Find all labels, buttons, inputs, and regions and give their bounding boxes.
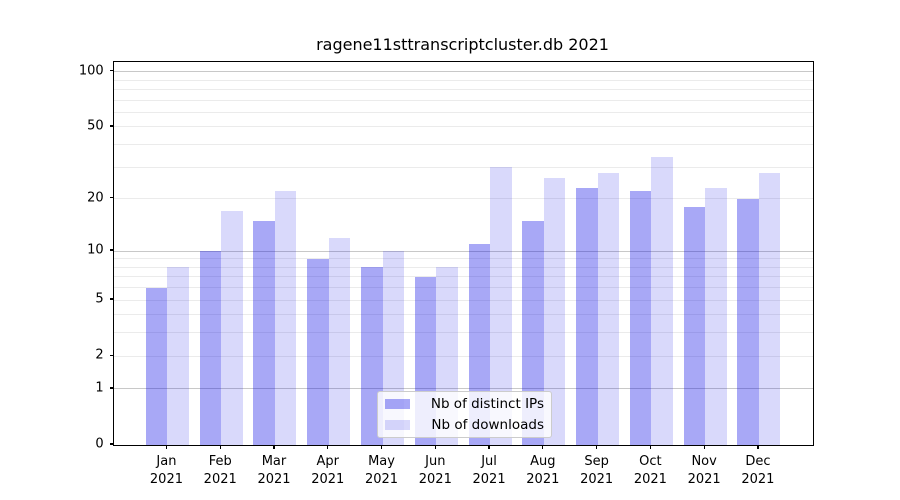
legend-swatch-distinct-ips <box>385 398 410 409</box>
y-tick-label-100: 100 <box>78 63 104 79</box>
bar-downloads-feb <box>221 211 243 445</box>
bar-downloads-sep <box>597 172 620 445</box>
major-gridline-100 <box>113 71 813 73</box>
legend-row-distinct-ips: Nb of distinct IPs <box>385 396 544 412</box>
minor-gridline-20 <box>113 198 813 200</box>
x-tick-label-mar: Mar 2021 <box>257 454 291 488</box>
x-tick-apr <box>327 445 329 450</box>
y-tick-label-2: 2 <box>95 347 104 363</box>
x-tick-aug <box>542 445 544 450</box>
y-tick-label-1: 1 <box>95 380 104 396</box>
minor-gridline-60 <box>113 111 813 113</box>
bar-downloads-aug <box>543 178 566 445</box>
y-tick-2 <box>109 354 114 356</box>
minor-gridline-8 <box>113 266 813 268</box>
legend-swatch-downloads <box>385 419 410 430</box>
legend-label-distinct-ips: Nb of distinct IPs <box>430 395 544 412</box>
y-tick-label-5: 5 <box>95 291 104 307</box>
y-tick-100 <box>109 70 114 72</box>
bar-distinct-ips-oct <box>629 191 652 445</box>
y-tick-10 <box>109 249 114 251</box>
gridlines-layer <box>113 62 813 445</box>
y-tick-5 <box>109 298 114 300</box>
y-tick-label-0: 0 <box>95 436 104 452</box>
y-tick-20 <box>109 197 114 199</box>
bar-distinct-ips-feb <box>199 251 222 445</box>
bar-distinct-ips-apr <box>307 258 329 445</box>
major-gridline-1 <box>113 388 813 390</box>
bar-distinct-ips-nov <box>683 206 706 445</box>
y-tick-50 <box>109 125 114 127</box>
plot-area <box>112 61 814 446</box>
x-tick-label-jan: Jan 2021 <box>149 454 183 488</box>
x-axis: Jan 2021 Feb 2021 Mar 2021 Apr 2021 May 2021 Jun 20… <box>113 445 812 499</box>
minor-gridline-70 <box>113 99 813 101</box>
x-tick-label-apr: Apr 2021 <box>311 454 345 488</box>
x-tick-label-aug: Aug 2021 <box>526 454 560 488</box>
x-tick-dec <box>757 445 759 450</box>
bar-distinct-ips-sep <box>576 187 598 445</box>
minor-gridline-80 <box>113 89 813 90</box>
bar-distinct-ips-dec <box>737 198 759 445</box>
bar-distinct-ips-aug <box>522 220 544 445</box>
x-tick-label-oct: Oct 2021 <box>633 454 667 488</box>
bar-downloads-jan <box>167 267 189 445</box>
x-tick-label-sep: Sep 2021 <box>580 454 614 488</box>
legend-label-downloads: Nb of downloads <box>431 416 544 433</box>
x-tick-may <box>380 445 383 450</box>
x-tick-label-jul: Jul 2021 <box>472 454 506 488</box>
y-tick-label-20: 20 <box>87 190 104 206</box>
minor-gridline-4 <box>113 314 813 316</box>
bar-downloads-nov <box>705 187 727 445</box>
x-tick-jul <box>488 445 490 450</box>
minor-gridline-2 <box>113 355 813 357</box>
x-tick-nov <box>703 445 705 450</box>
bar-distinct-ips-jan <box>145 287 168 445</box>
y-tick-label-50: 50 <box>87 118 104 134</box>
bars-layer <box>114 62 813 445</box>
x-tick-jun <box>434 445 436 450</box>
x-tick-label-feb: Feb 2021 <box>203 454 237 488</box>
minor-gridline-3 <box>113 332 813 334</box>
y-tick-1 <box>109 387 114 389</box>
x-tick-label-jun: Jun 2021 <box>418 454 452 488</box>
minor-gridline-6 <box>113 287 813 289</box>
x-tick-oct <box>649 445 651 450</box>
minor-gridline-7 <box>113 276 813 278</box>
minor-gridline-40 <box>113 144 813 146</box>
minor-gridline-90 <box>113 79 813 81</box>
minor-gridline-30 <box>113 166 813 168</box>
bar-downloads-apr <box>328 237 351 445</box>
legend-row-downloads: Nb of downloads <box>385 417 544 433</box>
x-tick-sep <box>596 445 598 450</box>
minor-gridline-50 <box>113 126 813 128</box>
legend: Nb of distinct IPs Nb of downloads <box>377 390 552 438</box>
y-axis: 0 1 2 5 10 20 50 100 <box>0 61 114 452</box>
minor-gridline-5 <box>113 299 813 301</box>
x-tick-label-may: May 2021 <box>364 454 399 488</box>
minor-gridline-9 <box>113 258 813 260</box>
bar-downloads-mar <box>274 191 297 445</box>
x-tick-jan <box>165 445 168 450</box>
x-tick-mar <box>273 445 275 450</box>
bar-downloads-dec <box>758 172 781 445</box>
x-tick-label-nov: Nov 2021 <box>687 454 721 488</box>
major-gridline-10 <box>113 250 813 252</box>
bar-downloads-oct <box>651 157 673 445</box>
bar-distinct-ips-mar <box>253 220 275 445</box>
x-tick-feb <box>219 445 221 450</box>
chart-title: ragene11sttranscriptcluster.db 2021 <box>316 35 609 54</box>
y-tick-label-10: 10 <box>87 242 104 258</box>
y-tick-0 <box>109 443 114 445</box>
bar-downloads-jul <box>490 167 512 445</box>
x-tick-label-dec: Dec 2021 <box>741 454 775 488</box>
